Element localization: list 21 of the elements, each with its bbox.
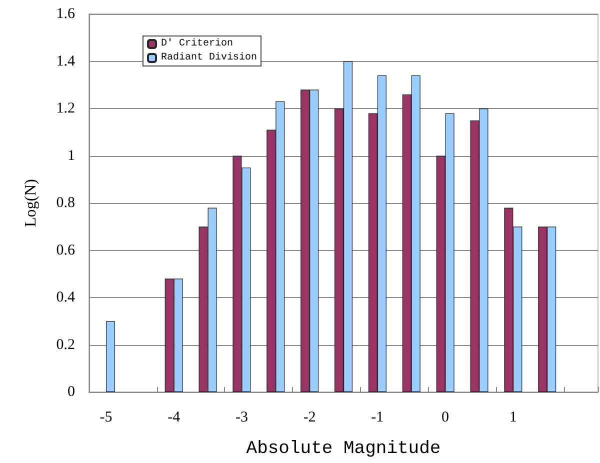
y-axis-title: Log(N): [22, 179, 40, 227]
x-tick-label: -3: [235, 410, 248, 426]
x-tick-label: 0: [442, 410, 450, 426]
legend-label: D' Criterion: [161, 38, 234, 50]
x-tick-label: -2: [303, 410, 316, 426]
x-axis-title: Absolute Magnitude: [246, 439, 441, 459]
y-tick-label: 0.2: [56, 336, 75, 353]
x-tick-label: -5: [100, 410, 112, 426]
y-tick-label: 1.2: [56, 100, 75, 116]
y-tick-label: 1.6: [56, 6, 76, 22]
bar: [106, 321, 115, 392]
y-tick-label: 0.6: [56, 242, 76, 258]
legend-label: Radiant Division: [161, 52, 258, 64]
y-tick-label: 1.4: [56, 53, 76, 70]
y-tick-label: 0.8: [56, 195, 75, 211]
y-tick-label: 0.4: [56, 290, 76, 306]
x-tick-label: 1: [509, 410, 517, 426]
y-tick-label: 0: [68, 384, 75, 400]
x-tick-label: -4: [168, 410, 181, 426]
y-tick-label: 1: [68, 148, 75, 164]
x-tick-label: -1: [371, 410, 384, 426]
